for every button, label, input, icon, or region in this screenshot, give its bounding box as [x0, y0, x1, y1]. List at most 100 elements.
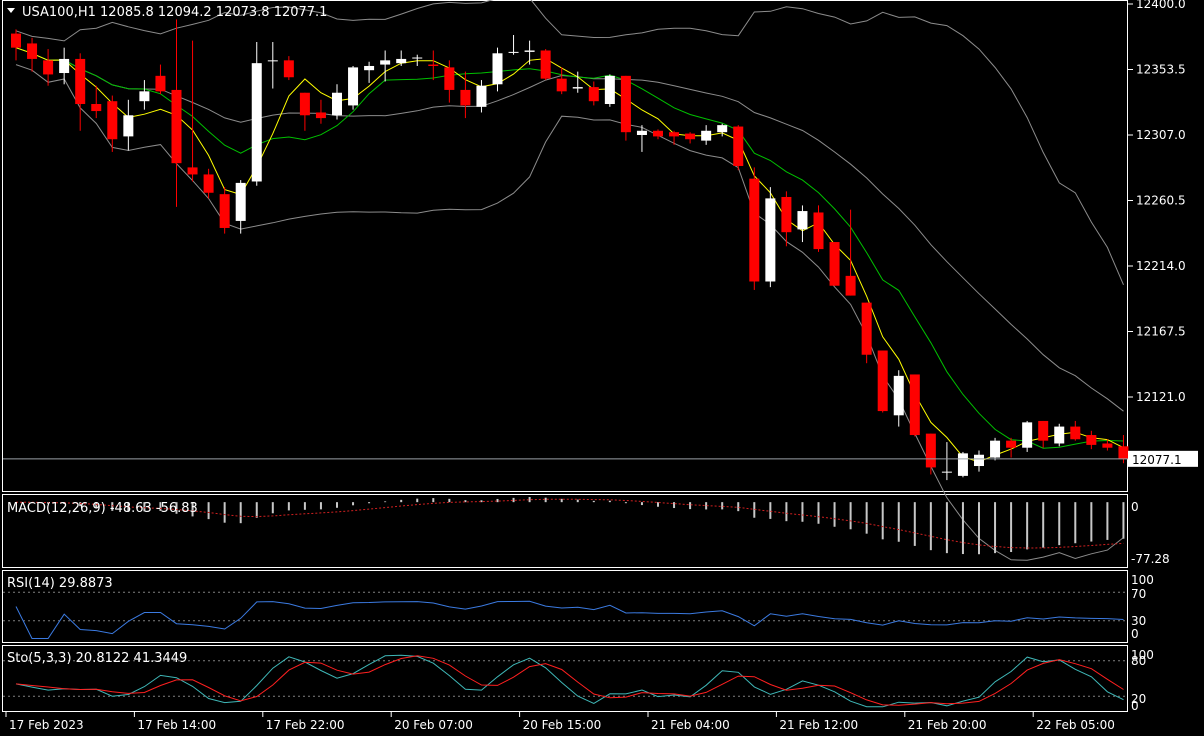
sto-axis-0: 0 [1131, 699, 1139, 713]
candle [524, 40, 535, 65]
macd-axis-zero: 0 [1131, 500, 1139, 514]
price-tick-label: 12214.0 [1136, 259, 1186, 273]
candle [219, 187, 230, 234]
candle [653, 129, 663, 140]
candle-body [588, 87, 599, 102]
candle-body [251, 63, 262, 182]
candle-body [235, 182, 246, 221]
candle-body [299, 92, 310, 116]
candle-body [636, 130, 647, 135]
candle [829, 242, 840, 286]
rsi-pane[interactable] [2, 570, 1128, 643]
candle-body [155, 75, 166, 92]
price-tick-label: 12260.5 [1136, 194, 1186, 208]
stochastic-pane[interactable] [2, 645, 1128, 712]
macd-pane[interactable] [2, 494, 1128, 568]
candle-body [1070, 426, 1081, 440]
time-tick-label: 21 Feb 20:00 [908, 718, 987, 732]
candle [203, 168, 214, 199]
candle-body [171, 89, 182, 164]
candle [893, 370, 904, 427]
candle-body [524, 50, 535, 52]
price-tick-label: 12121.0 [1136, 390, 1186, 404]
price-tick-label: 12353.5 [1136, 63, 1186, 77]
candle-body [877, 350, 888, 412]
candle [27, 37, 38, 72]
candle-body [123, 115, 134, 137]
candle [797, 205, 808, 243]
candle [749, 167, 760, 290]
candle [861, 302, 872, 364]
candle [332, 84, 342, 120]
chart-menu-triangle-icon[interactable] [7, 8, 15, 13]
candle-body [412, 57, 423, 59]
time-tick-label: 21 Feb 04:00 [651, 718, 730, 732]
candle [572, 71, 583, 93]
candle-body [91, 104, 102, 112]
candle-body [1102, 443, 1113, 448]
candle [1086, 430, 1097, 450]
candle-body [460, 89, 471, 106]
candle-body [1022, 422, 1033, 448]
candle-body [540, 50, 551, 79]
candle [669, 130, 680, 145]
candle-body [139, 91, 150, 102]
candle [636, 125, 647, 152]
rsi-axis-0: 0 [1131, 627, 1139, 641]
candle [428, 50, 439, 81]
candle [1070, 420, 1081, 441]
candle-body [781, 196, 792, 233]
time-tick-label: 17 Feb 14:00 [137, 718, 216, 732]
candle [765, 187, 776, 288]
candle-body [909, 374, 920, 436]
main-pane[interactable] [2, 0, 1128, 492]
candle-body [315, 112, 326, 119]
candle [941, 442, 952, 481]
candle [604, 74, 615, 107]
rsi-axis-70: 70 [1131, 587, 1146, 601]
candle [299, 92, 310, 131]
price-tick-label: 12167.5 [1136, 325, 1186, 339]
candle [380, 50, 391, 82]
rsi-label: RSI(14) 29.8873 [7, 576, 113, 591]
candle [685, 132, 696, 144]
rsi-axis-30: 30 [1131, 614, 1146, 628]
candle-body [829, 242, 840, 286]
candle-body [27, 43, 38, 59]
candle [267, 42, 278, 89]
candle [957, 451, 968, 478]
time-tick-label: 17 Feb 22:00 [266, 718, 345, 732]
candle [974, 450, 984, 472]
candle [364, 61, 375, 83]
time-tick-label: 21 Feb 12:00 [779, 718, 858, 732]
candle-body [348, 67, 359, 106]
bollinger-lower-line [15, 64, 1124, 561]
current-price-label: 12077.1 [1132, 453, 1182, 467]
candle [508, 34, 519, 55]
candle [412, 54, 423, 66]
candle [717, 123, 728, 137]
sto-axis-80: 80 [1131, 654, 1146, 668]
sto-signal-line [15, 655, 1124, 706]
candle-body [203, 174, 214, 193]
candle [107, 95, 118, 152]
stochastic-label: Sto(5,3,3) 20.8122 41.3449 [7, 651, 187, 666]
candle [492, 47, 503, 92]
candle [1038, 420, 1049, 448]
candle-body [1006, 440, 1017, 448]
rsi-axis-100: 100 [1131, 573, 1154, 587]
candle [315, 99, 326, 124]
time-tick-label: 20 Feb 07:00 [394, 718, 473, 732]
candle-body [797, 211, 808, 230]
candle [235, 180, 246, 234]
candle [909, 374, 920, 437]
candle-body [957, 453, 968, 476]
candle-body [11, 33, 21, 48]
candle [283, 56, 294, 81]
candle [877, 350, 888, 413]
candle [91, 85, 102, 119]
candle [155, 64, 166, 95]
candle-body [476, 85, 487, 107]
candle [1102, 439, 1113, 451]
